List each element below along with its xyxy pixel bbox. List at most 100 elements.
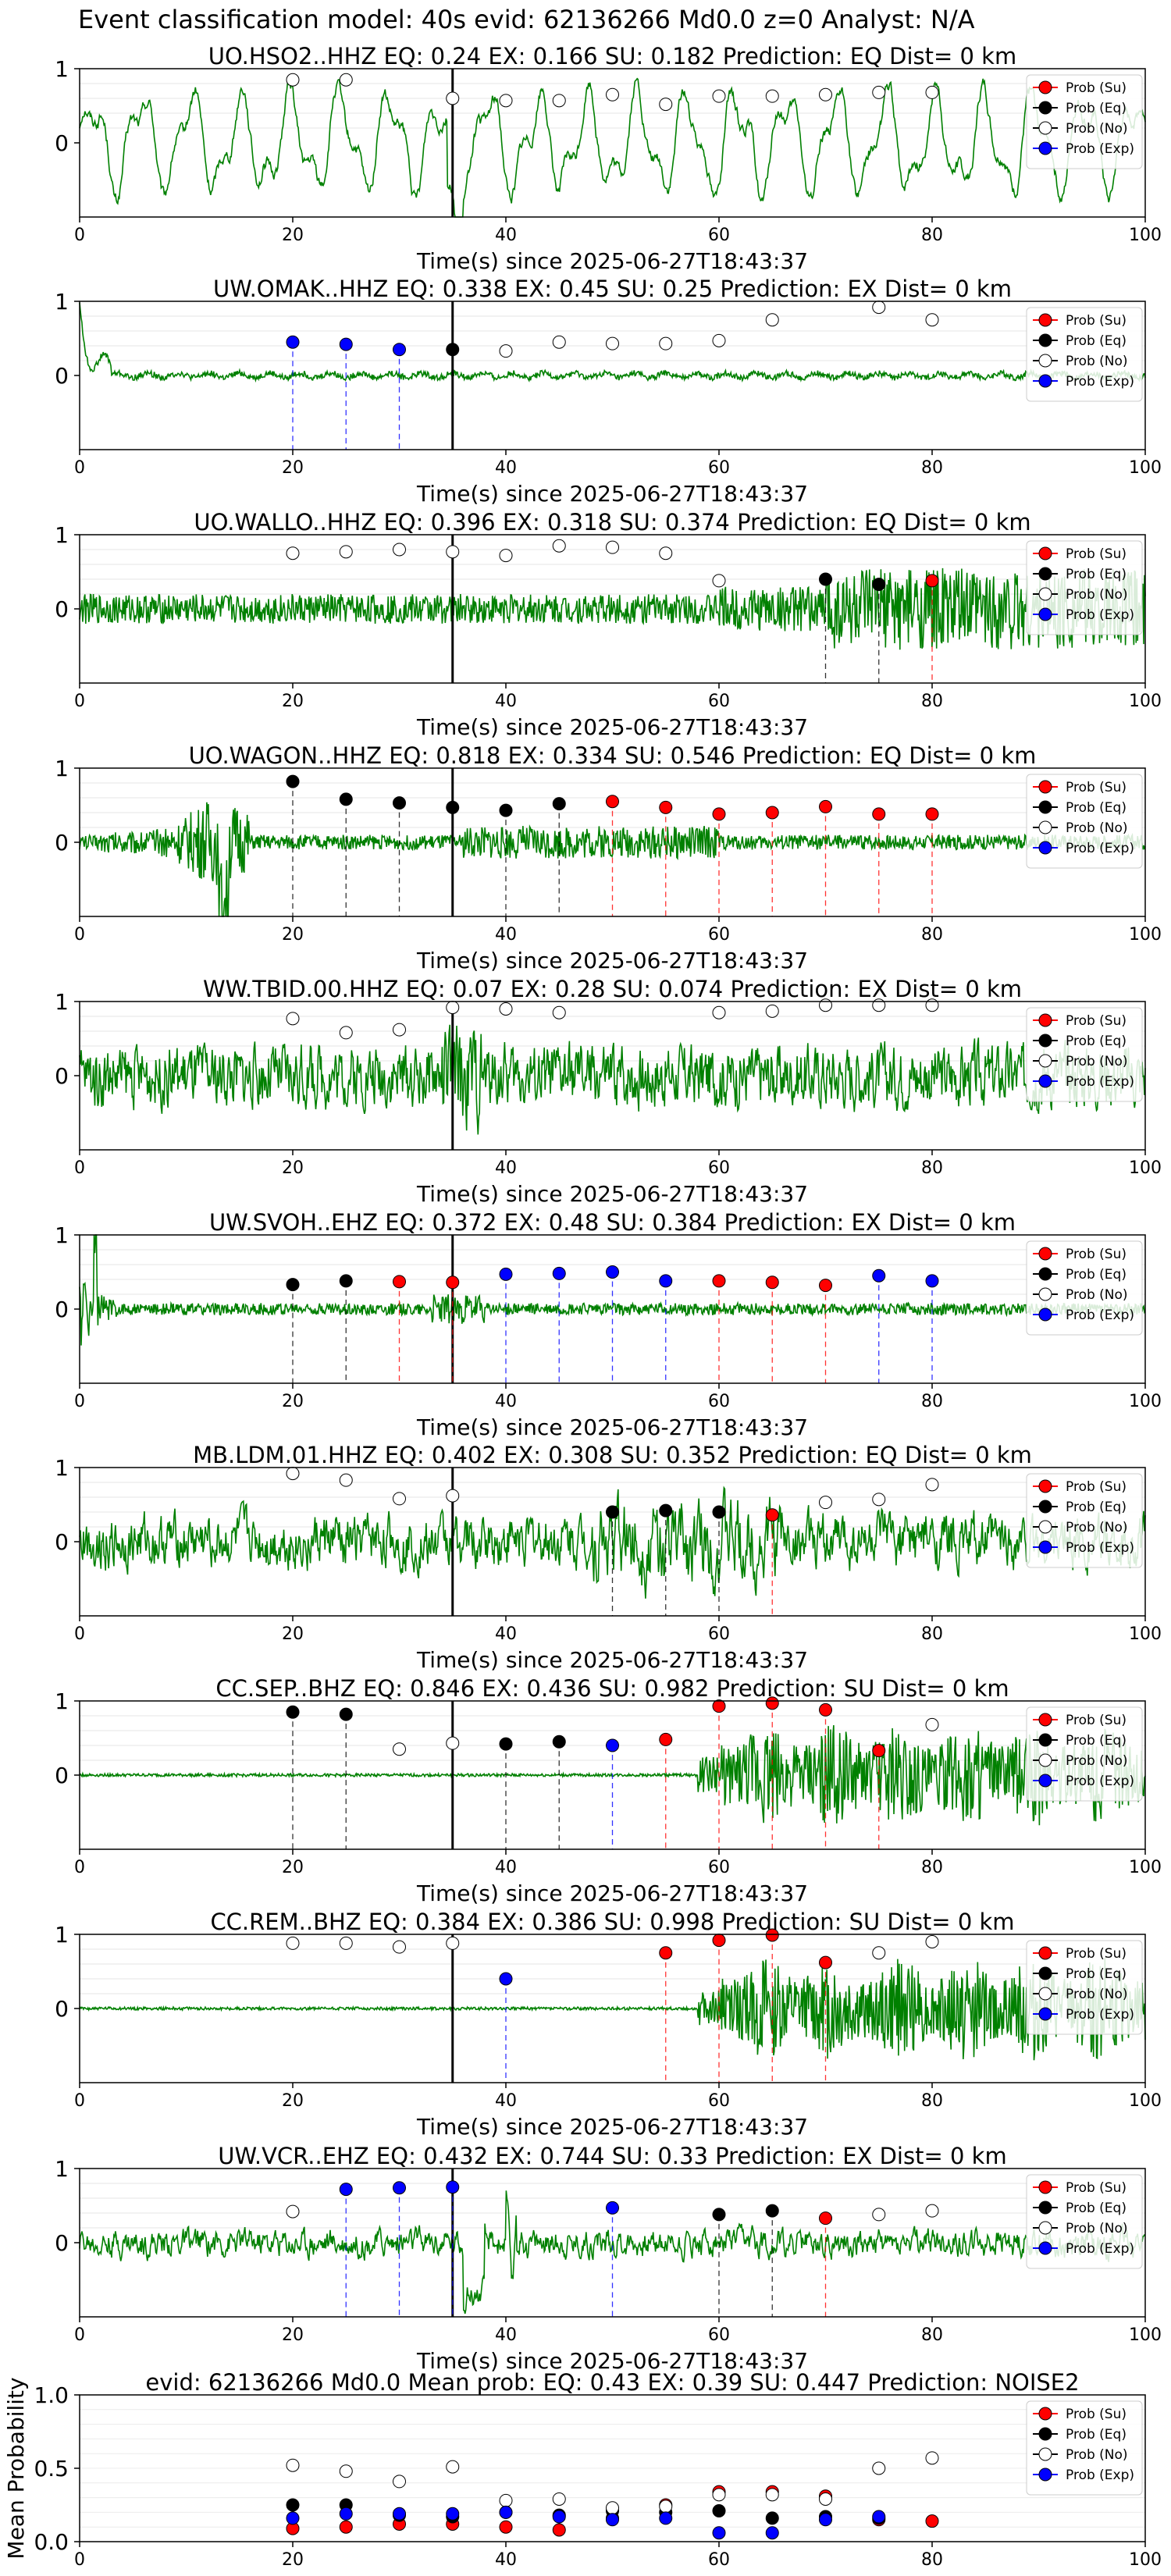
mean-point-exp <box>765 2526 779 2540</box>
y-tick-label: 1 <box>55 522 69 548</box>
prob-point-su <box>819 1955 832 1969</box>
panel-title: CC.REM..BHZ EQ: 0.384 EX: 0.386 SU: 0.99… <box>210 1909 1014 1935</box>
x-axis-label: Time(s) since 2025-06-27T18:43:37 <box>416 1181 808 1207</box>
legend-marker-no <box>1038 1987 1052 2001</box>
panel-title: UW.OMAK..HHZ EQ: 0.338 EX: 0.45 SU: 0.25… <box>213 276 1012 302</box>
mean-point-no <box>286 2458 300 2472</box>
mean-point-exp <box>552 2510 566 2524</box>
legend-label-no: Prob (No) <box>1066 354 1128 369</box>
x-tick-label: 40 <box>495 1858 517 1877</box>
prob-point-no <box>446 1489 460 1503</box>
legend-marker-no <box>1038 2447 1052 2461</box>
x-tick-label: 60 <box>708 2091 730 2111</box>
prob-point-exp <box>606 1738 619 1752</box>
prob-point-su <box>712 1274 726 1288</box>
prob-point-eq <box>819 572 832 586</box>
mean-point-exp <box>286 2511 300 2525</box>
x-tick-label: 40 <box>495 1392 517 1411</box>
prob-point-exp <box>606 1265 619 1279</box>
prob-point-su <box>712 1934 726 1948</box>
mean-point-exp <box>499 2505 513 2519</box>
legend-marker-eq <box>1038 1267 1052 1281</box>
x-tick-label: 40 <box>495 2550 517 2570</box>
prob-point-su <box>606 795 619 809</box>
x-tick-label: 80 <box>921 692 943 711</box>
x-tick-label: 80 <box>921 2091 943 2111</box>
x-axis-label: Time(s) since 2025-06-27T18:43:37 <box>416 481 808 507</box>
prob-point-no <box>765 89 779 103</box>
legend: Prob (Su) Prob (Eq) Prob (No) Prob (Exp) <box>1026 1473 1143 1568</box>
prob-point-exp <box>552 1266 566 1280</box>
prob-point-su <box>819 1703 832 1717</box>
prob-point-eq <box>446 800 460 814</box>
prob-point-no <box>552 539 566 553</box>
prob-point-no <box>286 1467 300 1481</box>
prob-point-no <box>765 313 779 327</box>
x-tick-label: 20 <box>282 925 304 945</box>
legend-label-exp: Prob (Exp) <box>1066 841 1134 856</box>
x-tick-label: 40 <box>495 458 517 478</box>
prob-point-exp <box>339 2183 353 2197</box>
legend-label-exp: Prob (Exp) <box>1066 141 1134 157</box>
mean-point-exp <box>659 2511 673 2525</box>
prob-point-exp <box>446 2180 460 2194</box>
x-tick-label: 20 <box>282 226 304 245</box>
legend-frame <box>1026 540 1143 635</box>
legend-label-no: Prob (No) <box>1066 121 1128 137</box>
prob-point-exp <box>393 2181 406 2195</box>
legend-marker-exp <box>1038 1308 1052 1322</box>
prob-point-su <box>872 807 886 821</box>
prob-point-no <box>339 1026 353 1040</box>
prob-point-eq <box>286 1705 300 1719</box>
prob-point-su <box>712 807 726 821</box>
x-tick-label: 0 <box>74 1624 85 1644</box>
legend-marker-su <box>1038 1013 1052 1027</box>
legend: Prob (Su) Prob (Eq) Prob (No) Prob (Exp) <box>1026 2400 1143 2496</box>
x-tick-label: 80 <box>921 1392 943 1411</box>
x-tick-label: 40 <box>495 1624 517 1644</box>
legend-marker-exp <box>1038 141 1052 155</box>
x-tick-label: 40 <box>495 692 517 711</box>
x-tick-label: 0 <box>74 226 85 245</box>
prob-point-su <box>765 1696 779 1710</box>
legend-label-no: Prob (No) <box>1066 820 1128 836</box>
legend-marker-exp <box>1038 1774 1052 1788</box>
x-tick-label: 100 <box>1129 226 1162 245</box>
prob-point-no <box>712 574 726 588</box>
x-tick-label: 20 <box>282 1858 304 1877</box>
mean-point-no <box>606 2501 619 2515</box>
prob-point-no <box>872 2208 886 2222</box>
mean-point-su <box>552 2523 566 2537</box>
x-axis-label: Time(s) since 2025-06-27T18:43:37 <box>416 2348 808 2374</box>
prob-point-no <box>339 73 353 87</box>
waveform-trace <box>79 1234 1146 1346</box>
x-axis-label: Time(s) since 2025-06-27T18:43:37 <box>416 714 808 740</box>
prob-point-no <box>552 335 566 349</box>
legend-frame <box>1026 1473 1143 1568</box>
legend-marker-eq <box>1038 101 1052 115</box>
y-tick-label: 0 <box>55 130 69 156</box>
legend: Prob (Su) Prob (Eq) Prob (No) Prob (Exp) <box>1026 2174 1143 2269</box>
x-tick-label: 0 <box>74 2091 85 2111</box>
legend-label-eq: Prob (Eq) <box>1066 333 1127 349</box>
mean-point-su <box>339 2520 353 2534</box>
legend-label-no: Prob (No) <box>1066 2221 1128 2236</box>
mean-point-no <box>552 2492 566 2506</box>
mean-point-no <box>393 2475 406 2489</box>
legend-marker-eq <box>1038 1733 1052 1747</box>
legend-label-no: Prob (No) <box>1066 1987 1128 2002</box>
x-tick-label: 0 <box>74 2325 85 2345</box>
x-axis-label: Time(s) since 2025-06-27T18:43:37 <box>416 2114 808 2140</box>
waveform-trace <box>79 2190 1146 2314</box>
prob-point-su <box>712 1699 726 1713</box>
x-tick-label: 20 <box>282 458 304 478</box>
x-tick-label: 60 <box>708 1392 730 1411</box>
prob-point-su <box>925 807 939 821</box>
mean-point-eq <box>286 2498 300 2512</box>
x-tick-label: 100 <box>1129 2091 1162 2111</box>
waveform-trace <box>79 568 1146 650</box>
prob-point-exp <box>606 2201 619 2215</box>
legend-marker-no <box>1038 820 1052 834</box>
